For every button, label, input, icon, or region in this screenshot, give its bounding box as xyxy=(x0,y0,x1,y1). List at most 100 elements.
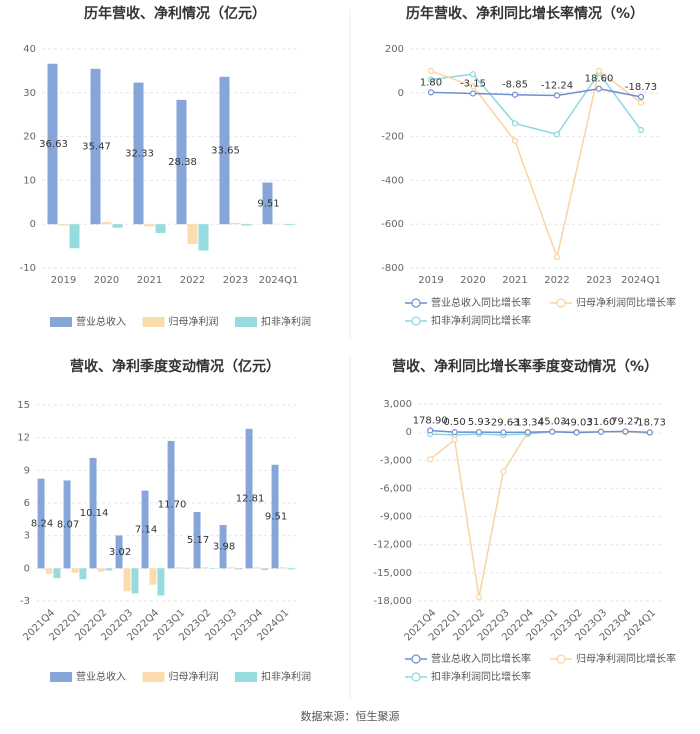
point xyxy=(427,427,434,434)
y-tick-label: 20 xyxy=(23,132,36,143)
data-label: 33.65 xyxy=(211,146,240,157)
y-tick-label: 40 xyxy=(23,44,36,55)
y-tick-label: 3 xyxy=(24,531,30,542)
point xyxy=(595,67,603,75)
point xyxy=(622,428,629,435)
bar xyxy=(193,512,201,569)
y-tick-label: -15,000 xyxy=(373,568,412,579)
legend-label: 营业总收入同比增长率 xyxy=(431,652,531,665)
y-tick-label: -400 xyxy=(381,175,404,186)
bar xyxy=(69,224,80,249)
data-label: -29.63 xyxy=(487,417,519,428)
y-tick-label: 10 xyxy=(23,175,36,186)
data-label: 9.51 xyxy=(257,198,279,209)
bar xyxy=(101,222,112,225)
data-label: -8.85 xyxy=(502,80,528,91)
data-label: -49.03 xyxy=(560,418,592,429)
point xyxy=(637,126,645,134)
point xyxy=(511,137,519,145)
data-label: 3.98 xyxy=(213,542,235,553)
bar xyxy=(241,224,252,226)
data-label: 11.70 xyxy=(158,500,187,511)
legend-swatch xyxy=(142,317,165,327)
line xyxy=(430,87,642,98)
bar xyxy=(53,568,61,579)
bar xyxy=(105,568,113,571)
y-tick-label: 6 xyxy=(24,498,30,509)
data-label: 31.60 xyxy=(587,417,616,428)
bar xyxy=(271,464,279,569)
point xyxy=(469,83,477,90)
point xyxy=(427,67,435,75)
point xyxy=(475,428,483,436)
y-tick-label: 3,000 xyxy=(383,399,412,410)
point xyxy=(427,76,435,83)
x-tick-label: 2024Q1 xyxy=(259,275,299,286)
bar xyxy=(245,428,253,569)
bar xyxy=(279,567,287,569)
bar xyxy=(37,478,45,569)
bar xyxy=(144,224,155,227)
data-label: 5.93 xyxy=(468,417,490,428)
legend-label: 营业总收入 xyxy=(76,315,126,328)
data-label: -18.73 xyxy=(634,417,666,428)
legend-swatch xyxy=(142,672,165,682)
point xyxy=(451,429,458,436)
bar xyxy=(89,457,97,569)
y-tick-label: -18,000 xyxy=(373,596,412,607)
point xyxy=(553,253,561,261)
data-label: 45.03 xyxy=(538,417,567,428)
x-tick-label: 2022 xyxy=(180,275,205,286)
x-tick-label: 2022 xyxy=(544,275,569,286)
bar xyxy=(253,567,261,569)
bar xyxy=(47,63,58,225)
legend-swatch xyxy=(235,672,257,682)
point xyxy=(553,131,561,138)
bar xyxy=(176,99,187,225)
legend-swatch xyxy=(556,298,566,308)
bar xyxy=(261,568,269,570)
bar xyxy=(115,535,123,569)
x-tick-label: 2021 xyxy=(137,275,162,286)
data-label: -3.15 xyxy=(460,78,486,89)
point xyxy=(637,93,645,101)
point xyxy=(524,429,531,436)
line xyxy=(430,69,642,260)
y-tick-label: 15 xyxy=(17,400,30,411)
legend-swatch xyxy=(411,654,421,664)
y-tick-label: -200 xyxy=(381,132,404,143)
data-label: 8.24 xyxy=(31,518,53,529)
point xyxy=(573,429,580,436)
legend-swatch xyxy=(50,317,72,327)
y-tick-label: 0 xyxy=(406,427,412,438)
legend-label: 归母净利润 xyxy=(169,315,219,328)
bar xyxy=(90,68,101,225)
legend-label: 归母净利润同比增长率 xyxy=(576,296,676,309)
legend-label: 归母净利润同比增长率 xyxy=(576,652,676,665)
data-label: -18.73 xyxy=(625,82,657,93)
point xyxy=(427,456,434,463)
point xyxy=(637,99,645,106)
point xyxy=(469,71,477,78)
y-tick-label: 0 xyxy=(398,88,404,99)
x-tick-label: 2020 xyxy=(94,275,119,286)
data-label: 178.90 xyxy=(413,415,448,426)
x-tick-label: 2019 xyxy=(51,275,76,286)
legend-label: 扣非净利润同比增长率 xyxy=(431,670,531,683)
bar xyxy=(227,567,235,569)
bar xyxy=(209,568,217,569)
x-tick-label: 2020 xyxy=(460,275,485,286)
point xyxy=(475,594,483,601)
y-tick-label: 30 xyxy=(23,88,36,99)
bar xyxy=(284,224,295,226)
point xyxy=(511,91,519,98)
data-label: -13.34 xyxy=(512,417,544,428)
point xyxy=(500,468,507,475)
legend-swatch xyxy=(411,672,421,682)
data-label: 3.02 xyxy=(109,547,131,558)
chart-title: 历年营收、净利情况（亿元） xyxy=(84,5,266,22)
bar xyxy=(141,490,149,569)
bar xyxy=(157,568,165,596)
data-label: 1.80 xyxy=(420,77,442,88)
point xyxy=(646,429,653,436)
